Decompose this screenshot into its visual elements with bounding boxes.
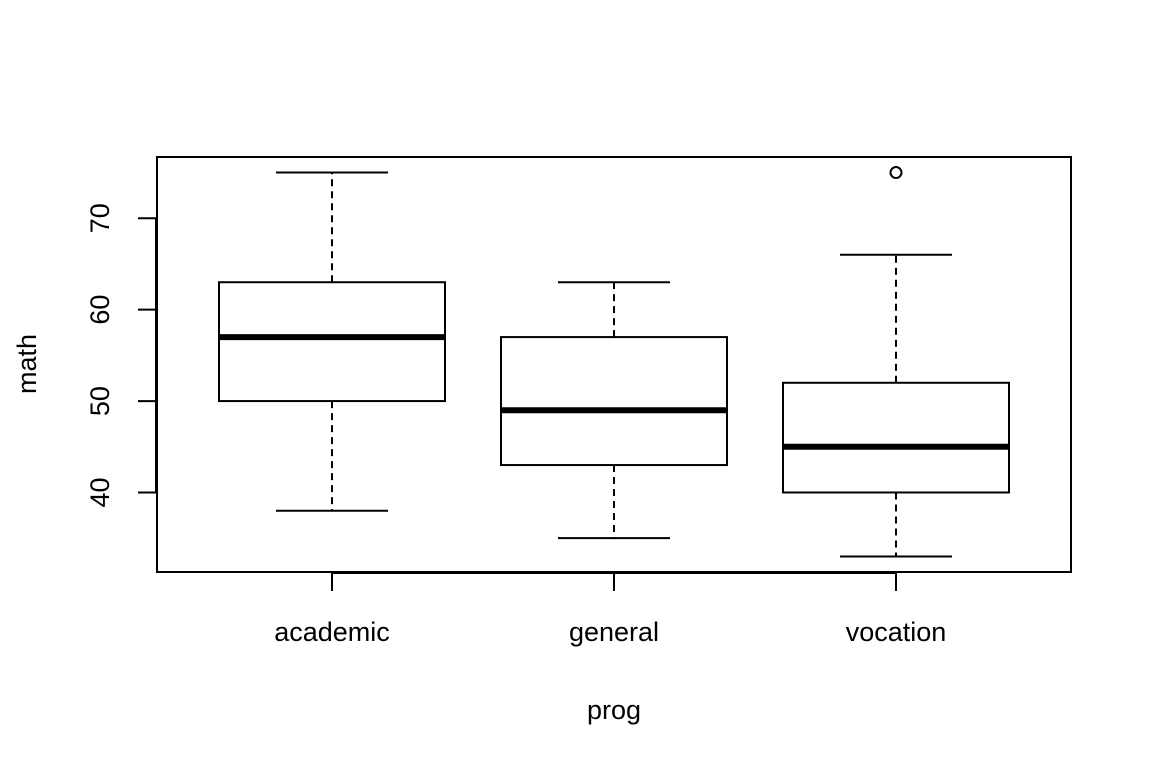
y-tick-label: 50 [85, 386, 115, 416]
y-tick-label: 40 [85, 477, 115, 507]
x-tick-label: general [569, 617, 659, 647]
x-tick-label: academic [274, 617, 390, 647]
box-vocation [782, 166, 1010, 558]
y-tick-label: 60 [85, 295, 115, 325]
y-tick-label: 70 [85, 203, 115, 233]
box-academic [218, 171, 446, 512]
iqr-box [218, 281, 446, 403]
boxes-group [218, 166, 1010, 558]
iqr-box [500, 336, 728, 467]
y-axis: 40 50 60 70 [85, 203, 157, 507]
x-axis-label: prog [587, 695, 641, 725]
x-tick-label: vocation [846, 617, 947, 647]
box-general [500, 281, 728, 540]
outlier-point [889, 166, 903, 180]
y-axis-label: math [12, 334, 42, 394]
x-axis: academic general vocation [274, 572, 947, 647]
iqr-box [782, 381, 1010, 494]
